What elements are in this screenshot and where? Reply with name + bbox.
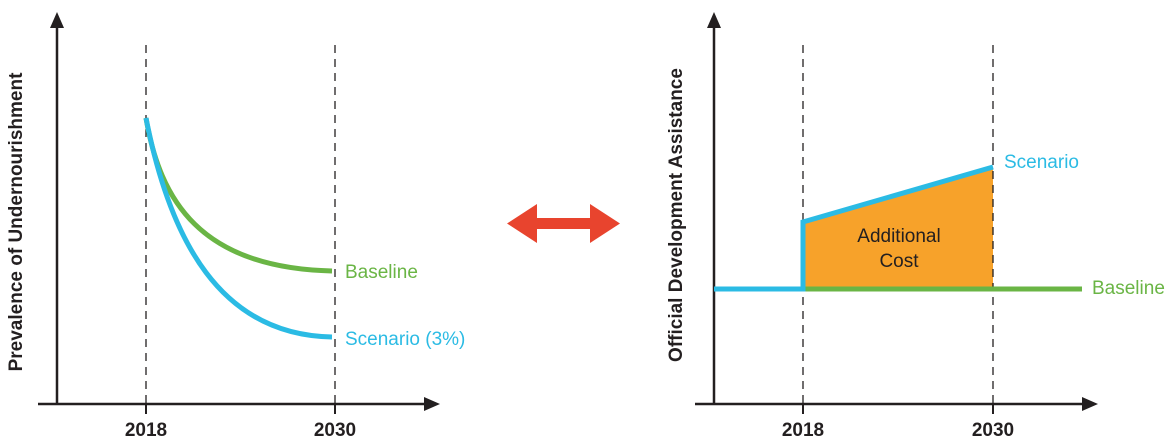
right-panel: 2018 2030 Official Development Assistanc…	[666, 12, 1165, 437]
left-baseline-curve	[143, 117, 333, 274]
left-y-axis-title: Prevalence of Undernourishment	[6, 72, 27, 371]
right-y-axis-title: Official Development Assistance	[666, 68, 687, 362]
additional-cost-label-line1: Additional	[857, 226, 940, 247]
additional-cost-area	[803, 167, 993, 289]
left-tick-label-2030: 2030	[314, 420, 356, 437]
left-y-axis-arrowhead	[50, 12, 64, 28]
left-tick-label-2018: 2018	[125, 420, 167, 437]
right-tick-label-2030: 2030	[972, 420, 1014, 437]
right-scenario-label: Scenario	[1004, 152, 1079, 173]
additional-cost-label-line2: Cost	[879, 251, 919, 272]
right-baseline-label: Baseline	[1092, 278, 1165, 299]
left-baseline-label: Baseline	[345, 262, 418, 283]
right-x-axis-arrowhead	[1082, 397, 1098, 411]
right-tick-label-2018: 2018	[782, 420, 824, 437]
right-y-axis-arrowhead	[707, 12, 721, 28]
double-headed-arrow-icon	[507, 204, 620, 243]
right-scenario-line	[714, 164, 994, 292]
left-scenario-label: Scenario (3%)	[345, 329, 465, 350]
left-x-axis-arrowhead	[424, 397, 440, 411]
left-scenario-curve	[143, 117, 333, 340]
left-panel: 2018 2030 Prevalence of Undernourishment…	[6, 12, 465, 437]
